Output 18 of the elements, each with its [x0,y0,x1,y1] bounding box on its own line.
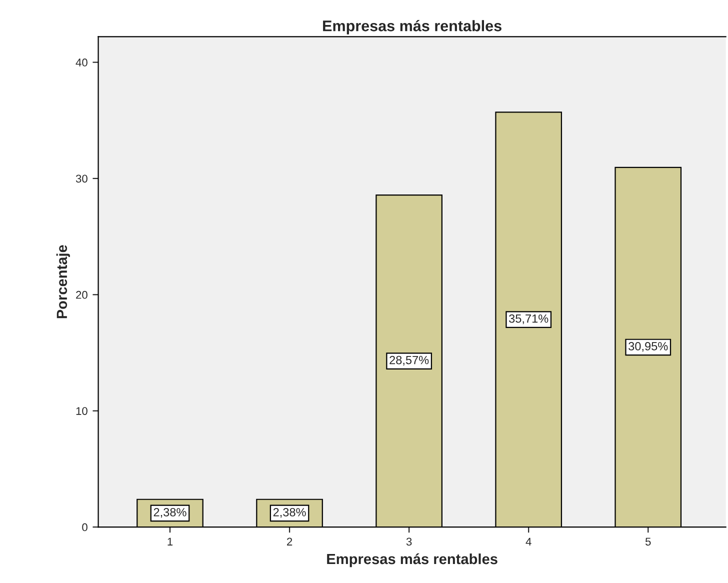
y-tick-label: 30 [76,174,88,183]
y-tick-label: 20 [76,290,88,299]
x-tick-label: 5 [645,538,651,546]
data-label: 35,71% [509,314,548,324]
x-tick-label: 3 [406,538,412,546]
data-label: 2,38% [154,508,186,518]
y-tick-label: 40 [76,58,88,66]
y-axis-title: Porcentaje [56,245,70,318]
y-tick-label: 10 [76,407,88,415]
chart-title: Empresas más rentables [323,20,502,34]
x-tick-label: 1 [168,538,173,546]
x-axis-title: Empresas más rentables [327,553,498,568]
data-label: 2,38% [273,508,306,518]
data-label: 30,95% [628,342,668,352]
x-tick-label: 2 [287,538,292,546]
data-label: 28,57% [390,356,429,366]
y-tick-label: 0 [82,523,88,532]
x-tick-label: 4 [526,538,532,546]
